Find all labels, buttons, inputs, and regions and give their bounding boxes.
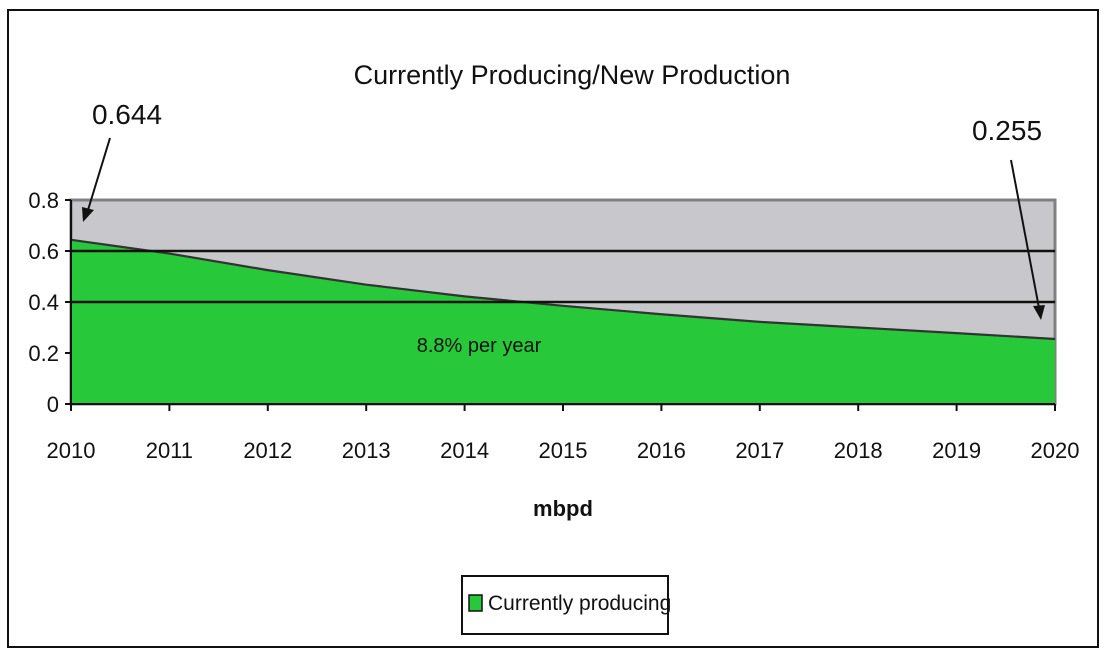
y-tick-label: 0.4 <box>28 290 59 315</box>
x-tick-label: 2014 <box>440 438 489 463</box>
x-tick-label: 2020 <box>1031 438 1080 463</box>
start-value-arrow-line <box>87 137 111 211</box>
x-tick-label: 2013 <box>342 438 391 463</box>
x-tick-label: 2012 <box>243 438 292 463</box>
chart-title: Currently Producing/New Production <box>354 60 791 90</box>
y-tick-label: 0.6 <box>28 239 59 264</box>
end-value-arrowhead <box>1033 305 1045 320</box>
x-tick-label: 2015 <box>539 438 588 463</box>
end-value-annotation: 0.255 <box>972 115 1042 146</box>
x-tick-label: 2010 <box>47 438 96 463</box>
legend-label-currently-producing: Currently producing <box>488 592 671 615</box>
legend-box <box>461 575 669 635</box>
x-axis-label: mbpd <box>533 496 593 521</box>
legend: Currently producing <box>461 575 671 635</box>
decline-rate-annotation: 8.8% per year <box>417 335 542 357</box>
y-tick-label: 0.2 <box>28 341 59 366</box>
x-tick-label: 2019 <box>932 438 981 463</box>
legend-swatch-currently-producing <box>468 594 483 612</box>
area-currently-producing <box>71 239 1055 404</box>
y-tick-label: 0.8 <box>28 188 59 213</box>
y-tick-label: 0 <box>47 392 59 417</box>
x-tick-label: 2017 <box>735 438 784 463</box>
x-tick-label: 2016 <box>637 438 686 463</box>
plot-area <box>69 198 1057 406</box>
y-axis: 0 0.2 0.4 0.6 0.8 <box>28 188 72 417</box>
x-tick-label: 2018 <box>834 438 883 463</box>
start-value-annotation: 0.644 <box>92 99 162 130</box>
series-line-currently-producing <box>70 238 1056 341</box>
x-tick-label: 2011 <box>146 438 193 463</box>
end-value-arrow-line <box>1010 159 1040 309</box>
x-axis: 2010 2011 2012 2013 2014 2015 2016 2017 2018 2019… <box>47 403 1080 463</box>
start-value-arrowhead <box>82 207 94 222</box>
